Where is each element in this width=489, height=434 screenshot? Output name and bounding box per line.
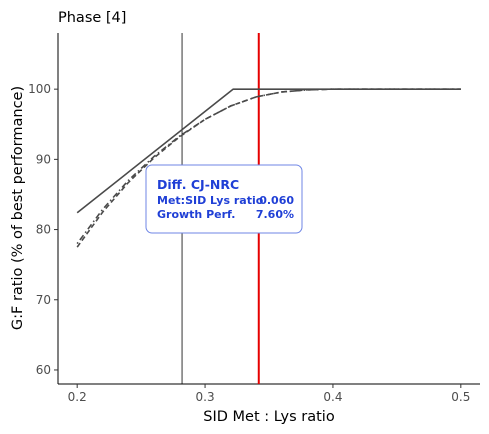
- series-line-dotdash: [76, 88, 461, 245]
- annotation-title: Diff. CJ-NRC: [157, 177, 239, 192]
- annotation-row-label: Growth Perf.: [157, 208, 235, 221]
- annotation-row-value: 7.60%: [256, 208, 294, 221]
- axis-ticks: 0.2 0.3 0.4 0.5 60 70 80 90 100: [28, 82, 470, 404]
- chart-marks: [76, 33, 461, 384]
- x-tick-label: 0.5: [451, 390, 470, 404]
- annotation-box: Diff. CJ-NRC Met:SID Lys ratio 0.060 Gro…: [145, 164, 303, 234]
- x-axis-title: SID Met : Lys ratio: [203, 409, 335, 425]
- annotation-row-value: 0.060: [259, 194, 294, 207]
- annotation-row-label: Met:SID Lys ratio: [157, 194, 264, 207]
- x-tick-label: 0.2: [68, 390, 87, 404]
- x-tick-label: 0.4: [323, 390, 342, 404]
- x-tick-label: 0.3: [196, 390, 215, 404]
- y-tick-label: 60: [36, 363, 51, 377]
- chart-title: Phase [4]: [58, 10, 126, 26]
- y-tick-label: 80: [36, 223, 51, 237]
- y-axis-title: G:F ratio (% of best performance): [10, 86, 26, 330]
- y-tick-label: 100: [28, 82, 51, 96]
- y-tick-label: 90: [36, 152, 51, 166]
- plot-area: 0.2 0.3 0.4 0.5 60 70 80 90 100: [28, 33, 480, 404]
- y-tick-label: 70: [36, 293, 51, 307]
- annotation-box-border: [145, 164, 303, 234]
